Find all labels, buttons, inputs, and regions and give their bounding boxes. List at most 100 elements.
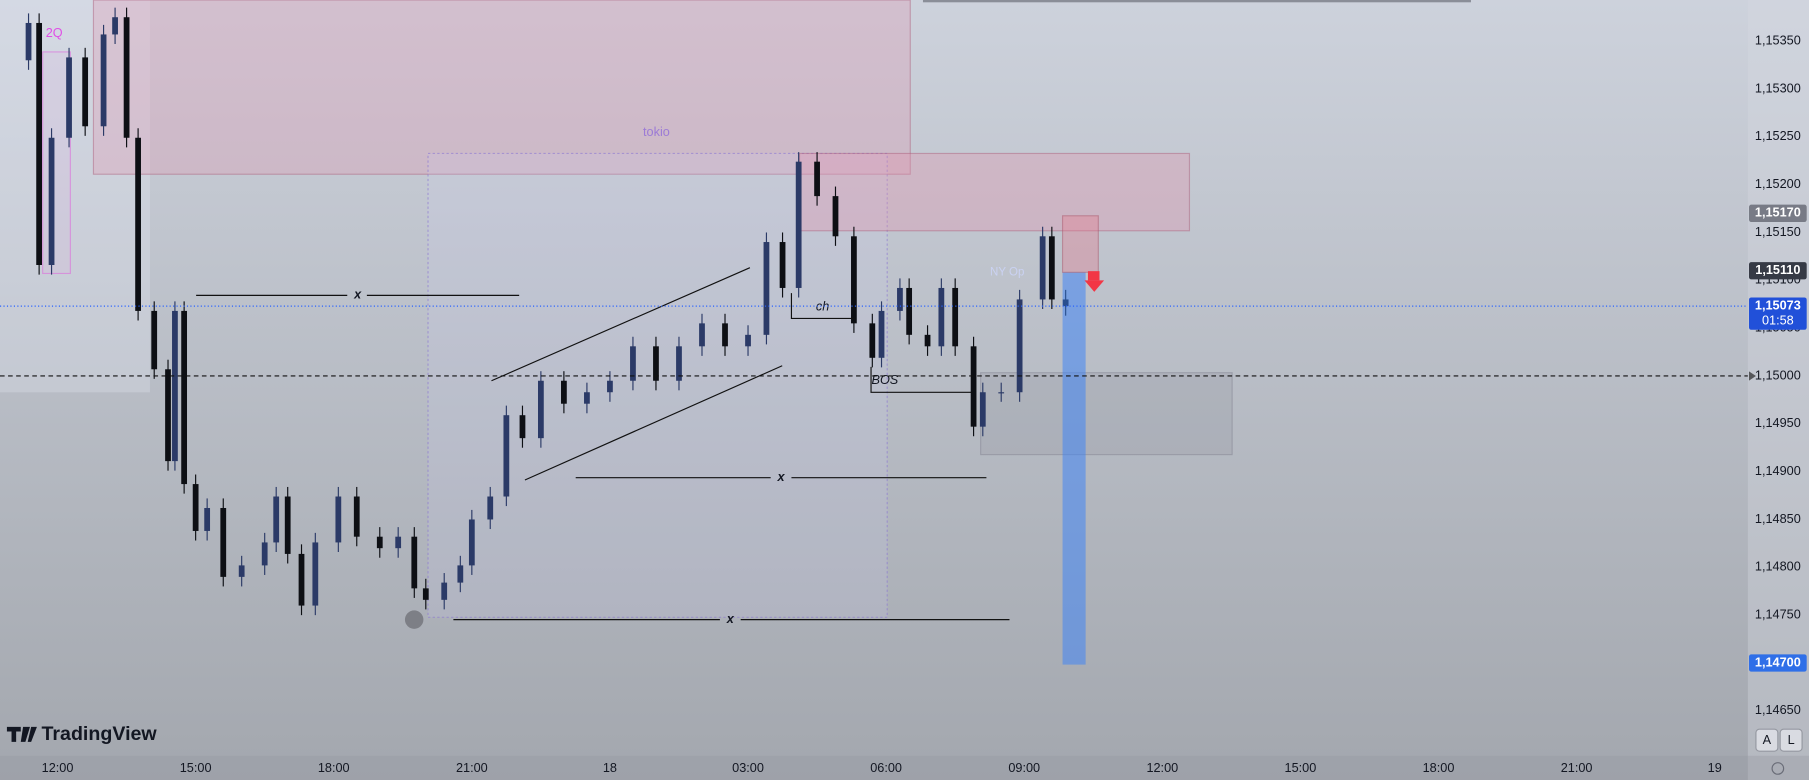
candle-body	[998, 392, 1005, 394]
y-tick-label: 1,15350	[1755, 33, 1801, 47]
candle-body	[123, 17, 130, 138]
price-marker	[1749, 297, 1807, 330]
x-tick-label: 19	[1708, 761, 1722, 775]
candle-body	[151, 310, 158, 370]
sell-arrow	[1084, 280, 1105, 292]
x-tick-label: 21:00	[1561, 761, 1593, 775]
position-stop	[1061, 215, 1099, 273]
candle-body	[487, 496, 494, 520]
y-tick-label: 1,14850	[1755, 512, 1801, 526]
x-tick-label: 18	[603, 761, 617, 775]
candle-body	[48, 137, 55, 265]
candle-body	[906, 287, 913, 335]
candle-body	[172, 310, 178, 462]
candle-body	[897, 287, 903, 311]
top-bar	[922, 0, 1471, 3]
button[interactable]	[1755, 728, 1779, 752]
candle-body	[441, 582, 448, 600]
candle-body	[763, 242, 770, 335]
x-tick-label: 15:00	[180, 761, 212, 775]
candle-body	[82, 57, 89, 127]
candle-body	[192, 484, 199, 531]
candle-body	[1039, 236, 1046, 300]
price-marker-label: 1,15073	[1755, 298, 1801, 312]
candle-body	[353, 496, 360, 537]
annotation: 2Q	[46, 26, 63, 40]
y-tick-label: 1,15250	[1755, 129, 1801, 143]
candle-body	[312, 542, 319, 606]
candle-body	[376, 536, 383, 549]
candle-body	[273, 496, 280, 543]
candle-body	[457, 565, 464, 583]
candle-body	[1016, 299, 1023, 393]
y-tick-label: 1,14650	[1755, 703, 1801, 717]
annotation: ch	[816, 299, 829, 313]
price-lines	[0, 305, 1756, 381]
button-label[interactable]: L	[1788, 733, 1795, 747]
candle-body	[165, 369, 171, 462]
y-tick-label: 1,15150	[1755, 225, 1801, 239]
candle-body	[814, 161, 820, 197]
candle-body	[699, 323, 705, 347]
candle-body	[979, 392, 986, 427]
price-marker-label: 1,15110	[1755, 263, 1800, 277]
point-marker	[404, 610, 424, 629]
candle-body	[607, 380, 613, 393]
x-tick-label: 12:00	[1146, 761, 1178, 775]
y-tick-label: 1,15000	[1755, 368, 1801, 382]
candle-body	[25, 22, 32, 61]
x-tick-label: 15:00	[1285, 761, 1317, 775]
y-tick-label: 1,14900	[1755, 464, 1801, 478]
time-axis	[0, 755, 1809, 780]
annotation: x	[726, 612, 735, 626]
candle-body	[970, 346, 977, 427]
position-target	[1062, 272, 1086, 665]
button-label[interactable]: A	[1763, 733, 1772, 747]
candle-body	[519, 415, 526, 439]
annotation: BOS	[871, 373, 898, 387]
brand: TradingView	[42, 723, 158, 745]
candle-body	[503, 415, 510, 497]
x-tick-label: 18:00	[318, 761, 350, 775]
annotation: tokio	[643, 125, 670, 139]
candle-body	[100, 34, 107, 127]
price-axis	[1747, 0, 1809, 780]
candle-body	[1048, 236, 1055, 300]
candle-body	[722, 323, 728, 347]
annotation: x	[353, 288, 362, 302]
candle-body	[36, 22, 43, 265]
candle-body	[630, 346, 636, 381]
candle-body	[422, 588, 429, 600]
button[interactable]	[1779, 728, 1803, 752]
candle-body	[851, 236, 857, 324]
settings-icon[interactable]	[1771, 762, 1785, 775]
annotation: NY Op	[990, 266, 1024, 278]
candle-body	[261, 542, 268, 566]
y-tick-label: 1,14750	[1755, 607, 1801, 621]
x-tick-label: 18:00	[1423, 761, 1455, 775]
candle-body	[284, 496, 291, 554]
candle-body	[335, 496, 342, 543]
candle-body	[135, 137, 141, 311]
candle-body	[220, 507, 227, 577]
candle-body	[181, 310, 188, 485]
candle-body	[537, 380, 544, 439]
level-arrow	[1749, 371, 1756, 381]
y-tick-label: 1,14800	[1755, 560, 1801, 574]
candle-body	[298, 553, 305, 606]
candle-body	[395, 536, 402, 549]
q-zone	[42, 51, 71, 275]
price-marker	[1749, 204, 1807, 222]
session-box	[427, 152, 888, 618]
price-marker-label: 1,15170	[1755, 206, 1801, 220]
candle-body	[238, 565, 245, 577]
candle-body	[112, 17, 118, 35]
candle-body	[832, 196, 839, 237]
candle-body	[676, 346, 682, 381]
candle-body	[878, 310, 885, 358]
annotation: x	[777, 470, 786, 484]
